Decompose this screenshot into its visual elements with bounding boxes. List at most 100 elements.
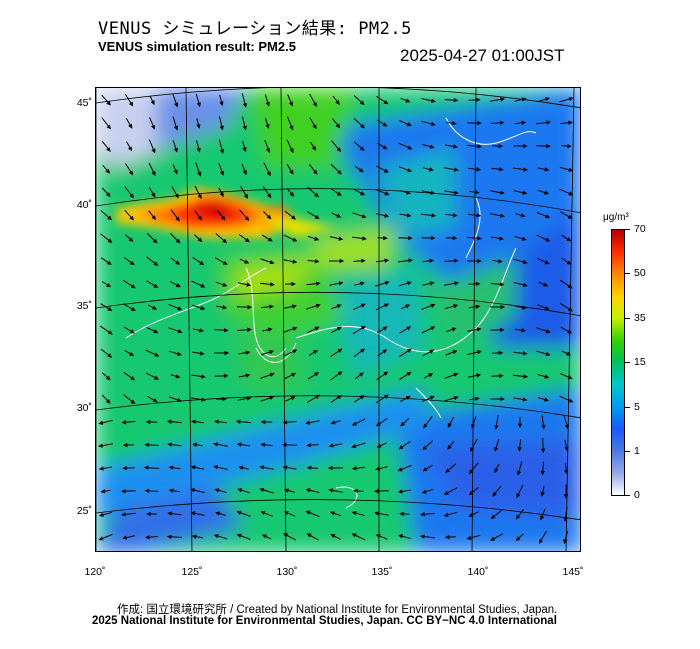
wind-arrow-head: [235, 419, 241, 424]
wind-arrow-head: [474, 396, 480, 401]
wind-arrow-head: [351, 444, 357, 449]
wind-arrow-head: [500, 396, 505, 402]
wind-arrow-head: [196, 147, 201, 153]
wind-arrow-head: [451, 327, 457, 332]
wind-arrow-head: [516, 493, 521, 499]
wind-arrow-head: [329, 511, 335, 516]
wind-arrow-head: [214, 488, 220, 493]
wind-arrow-head: [383, 371, 389, 376]
wind-arrow-head: [336, 394, 342, 400]
wind-arrow-head: [284, 488, 289, 493]
wind-arrow-head: [429, 144, 435, 149]
wind-arrow-head: [499, 373, 504, 379]
colorbar-tick: [625, 229, 630, 230]
wind-arrow-head: [107, 238, 113, 243]
wind-arrow-head: [400, 421, 406, 427]
wind-arrow-head: [214, 419, 219, 424]
wind-arrow-head: [330, 533, 336, 539]
wind-arrow-head: [247, 327, 252, 332]
wind-arrow-head: [219, 148, 225, 154]
wind-arrow-head: [545, 237, 551, 242]
wind-arrow-head: [201, 397, 206, 402]
wind-arrow-head: [500, 327, 505, 333]
wind-arrow-head: [151, 215, 157, 221]
wind-arrow-head: [564, 446, 569, 452]
wind-arrow-head: [454, 167, 459, 172]
wind-arrow-head: [107, 353, 113, 358]
wind-arrow-head: [475, 304, 481, 309]
wind-arrow-head: [453, 144, 459, 149]
wind-arrow-head: [492, 491, 497, 497]
wind-arrow-head: [213, 465, 219, 470]
wind-arrow-head: [222, 396, 227, 402]
wind-arrow-head: [265, 123, 270, 129]
wind-arrow-head: [283, 511, 289, 516]
wind-arrow-head: [447, 422, 452, 429]
wind-arrow-head: [152, 398, 158, 403]
wind-arrow-head: [521, 120, 527, 125]
wind-arrow-head: [222, 305, 228, 310]
wind-arrow-head: [129, 260, 135, 266]
wind-arrow-head: [145, 419, 151, 425]
wind-arrow-head: [265, 148, 271, 154]
wind-arrow-head: [244, 259, 250, 264]
wind-arrow-head: [314, 259, 320, 264]
wind-arrow-head: [196, 102, 201, 108]
lat-label-30: 30˚: [76, 402, 92, 414]
wind-arrow-head: [213, 534, 219, 539]
wind-arrow-head: [98, 466, 104, 471]
wind-arrow-head: [545, 329, 551, 334]
wind-arrow-head: [129, 193, 134, 199]
wind-arrow-head: [468, 490, 474, 496]
wind-arrow-head: [423, 423, 428, 429]
wind-arrow-head: [408, 258, 414, 263]
wind-arrow-head: [315, 303, 321, 309]
lon-label-130: 130˚: [276, 566, 298, 578]
wind-arrow-head: [335, 99, 340, 105]
wind-arrow-head: [337, 371, 343, 376]
wind-arrow-head: [523, 143, 528, 149]
wind-arrow-head: [176, 397, 182, 402]
wind-arrow-head: [292, 237, 298, 242]
wind-arrow-head: [200, 305, 206, 311]
wind-arrow-head: [98, 443, 103, 448]
wind-arrow-head: [429, 349, 435, 354]
wind-arrow-head: [406, 213, 412, 218]
wind-arrow-head: [130, 399, 136, 405]
wind-arrow-head: [130, 375, 136, 381]
credit-line: 作成: 国立環境研究所 / Created by National Instit…: [117, 604, 558, 616]
wind-arrow-head: [306, 465, 312, 471]
wind-arrow-head: [100, 489, 106, 494]
wind-arrow-head: [405, 98, 411, 103]
wind-arrow-head: [130, 306, 136, 312]
wind-arrow-head: [122, 465, 127, 471]
wind-arrow-head: [453, 395, 459, 401]
wind-arrow-head: [270, 282, 276, 287]
wind-arrow-head: [236, 510, 242, 515]
wind-arrow-head: [405, 304, 411, 309]
wind-arrow-head: [128, 170, 134, 176]
wind-arrow-head: [238, 465, 244, 470]
wind-arrow-head: [540, 470, 545, 476]
wind-arrow-head: [281, 442, 287, 448]
colorbar-label-70: 70: [634, 223, 646, 235]
wind-arrow-head: [292, 259, 298, 264]
wind-arrow-head: [121, 420, 127, 425]
wind-arrow-head: [128, 237, 134, 242]
wind-arrow-head: [375, 534, 381, 539]
wind-arrow-head: [359, 372, 364, 377]
wind-arrow-head: [328, 443, 334, 448]
colorbar-label-50: 50: [634, 267, 646, 279]
wind-arrow-head: [153, 375, 160, 380]
wind-arrow-head: [500, 304, 506, 310]
wind-arrow-head: [360, 348, 366, 353]
wind-arrow-head: [431, 213, 437, 218]
wind-arrow-head: [444, 534, 450, 540]
wind-arrow-head: [540, 491, 545, 497]
colorbar-tick: [625, 273, 630, 274]
wind-arrow-head: [197, 215, 203, 221]
wind-arrow-head: [499, 190, 505, 195]
wind-arrow-head: [222, 238, 228, 244]
wind-arrow-head: [494, 425, 499, 430]
wind-arrow-head: [291, 281, 296, 287]
